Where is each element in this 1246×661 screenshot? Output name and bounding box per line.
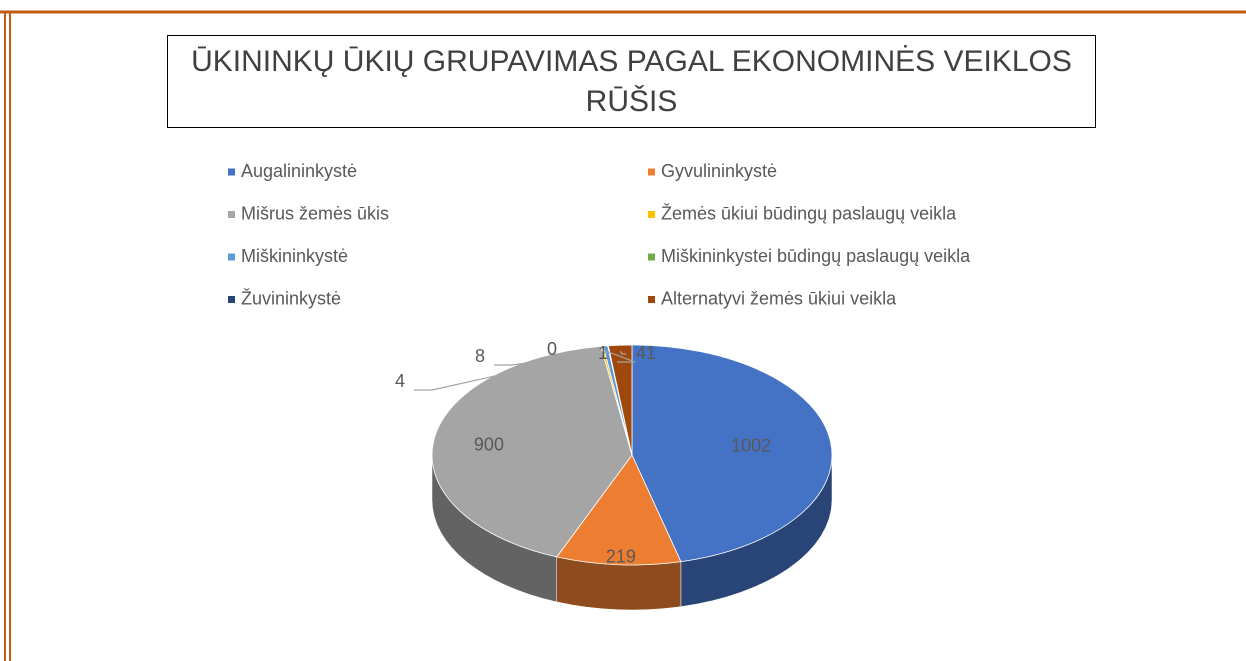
legend-swatch — [648, 211, 655, 218]
data-label: 41 — [636, 343, 656, 363]
legend-label: Augalininkystė — [241, 161, 357, 181]
data-label: 1002 — [731, 436, 771, 456]
legend-label: Žemės ūkiui būdingų paslaugų veikla — [661, 203, 957, 223]
legend-label: Miškininkystei būdingų paslaugų veikla — [661, 246, 971, 266]
legend-swatch — [648, 296, 655, 303]
leader-line — [607, 351, 636, 363]
legend-swatch — [228, 211, 235, 218]
legend-label: Mišrus žemės ūkis — [241, 203, 389, 223]
chart-title: ŪKININKŲ ŪKIŲ GRUPAVIMAS PAGAL EKONOMINĖ… — [167, 35, 1096, 128]
slice — [556, 454, 682, 566]
legend-label: Žuvininkystė — [241, 288, 341, 308]
data-label: 900 — [474, 435, 504, 455]
slice — [631, 344, 833, 563]
legend-swatch — [648, 253, 655, 261]
slice — [607, 344, 633, 456]
legend-swatch — [228, 253, 235, 261]
data-label: 4 — [395, 371, 405, 391]
leader-line — [619, 350, 626, 355]
leader-line — [566, 351, 608, 359]
data-label: 1 — [598, 343, 608, 363]
leader-line — [494, 351, 606, 366]
legend-swatch — [228, 168, 235, 176]
legend-label: Gyvulininkystė — [661, 161, 777, 181]
legend-swatch — [228, 296, 235, 303]
legend-label: Alternatyvi žemės ūkiui veikla — [661, 288, 897, 308]
legend-swatch — [648, 168, 655, 176]
leader-line — [414, 351, 603, 391]
data-label: 0 — [547, 339, 557, 359]
slice — [431, 345, 633, 558]
data-label: 219 — [606, 547, 636, 567]
legend-label: Miškininkystė — [241, 246, 348, 266]
data-label: 8 — [475, 346, 485, 366]
